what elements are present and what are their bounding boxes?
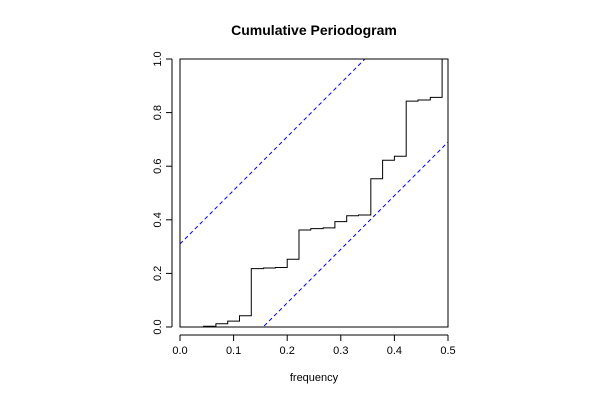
y-tick-label: 0.8 (152, 105, 164, 120)
y-axis: 0.0 0.2 0.4 0.6 0.8 1.0 (152, 51, 173, 335)
x-tick-label: 0.5 (440, 345, 455, 357)
y-tick-label: 1.0 (152, 51, 164, 66)
confidence-band-line-1 (180, 59, 366, 245)
y-tick-label: 0.0 (152, 319, 164, 334)
plot-frame (179, 58, 449, 328)
x-tick-label: 0.4 (387, 345, 402, 357)
y-tick-label: 0.4 (152, 212, 164, 227)
x-tick-label: 0.1 (226, 345, 241, 357)
x-tick-label: 0.3 (333, 345, 348, 357)
y-tick-label: 0.2 (152, 266, 164, 281)
series-layer (180, 59, 448, 327)
x-tick-label: 0.0 (172, 345, 187, 357)
chart-title: Cumulative Periodogram (231, 22, 397, 38)
x-axis-label: frequency (290, 372, 339, 384)
y-tick-label: 0.6 (152, 159, 164, 174)
x-axis: 0.0 0.1 0.2 0.3 0.4 0.5 (172, 334, 456, 357)
x-tick-label: 0.2 (280, 345, 295, 357)
confidence-band-line-2 (262, 141, 448, 327)
periodogram-step-line (180, 59, 448, 327)
